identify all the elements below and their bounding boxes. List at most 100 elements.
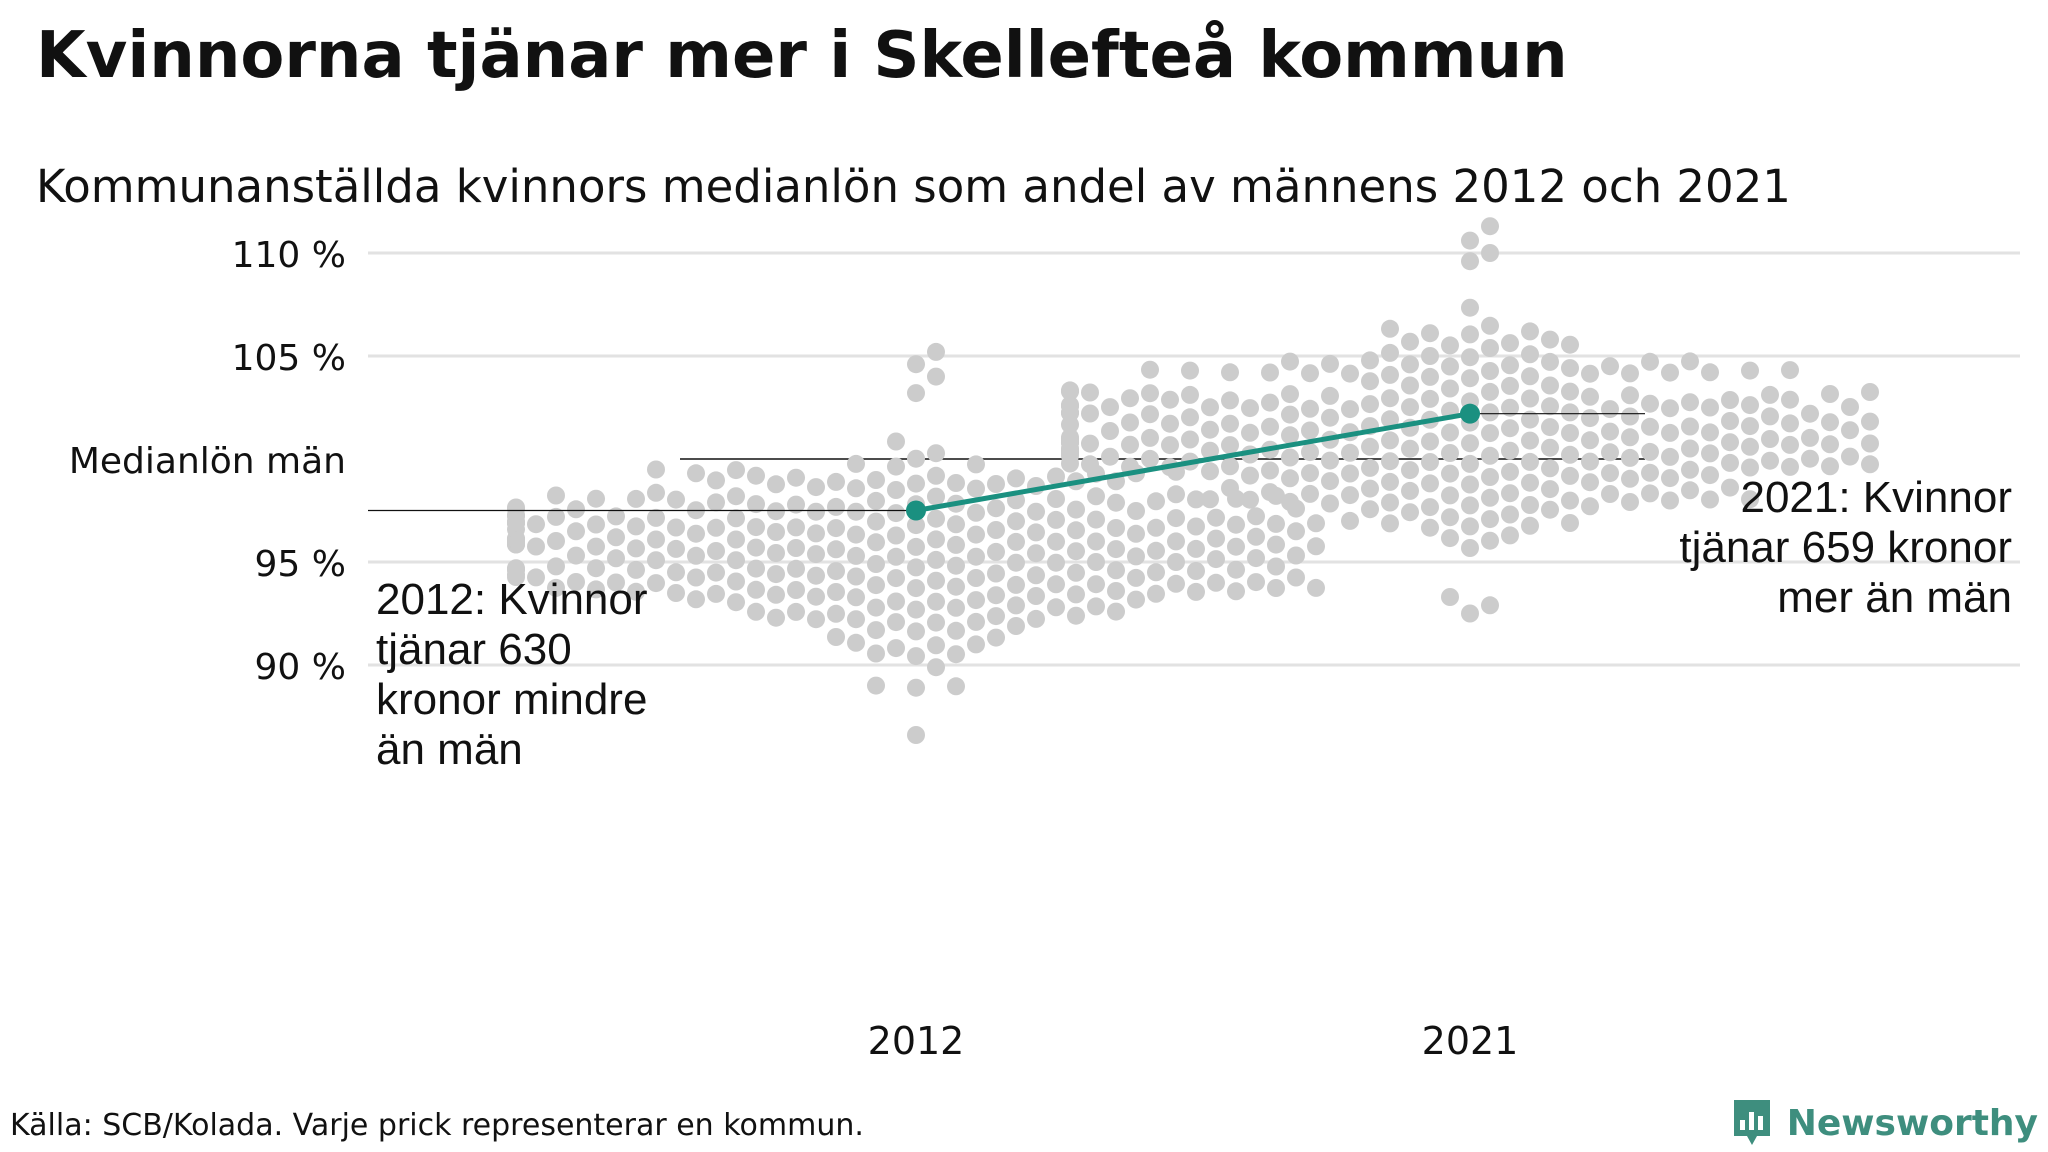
municipality-dot: [1501, 398, 1519, 417]
municipality-dot: [1141, 360, 1159, 379]
municipality-dot: [1481, 217, 1499, 236]
municipality-dot: [1641, 417, 1659, 436]
municipality-dot: [827, 540, 845, 559]
highlight-line: [915, 411, 1471, 513]
municipality-dot: [1007, 532, 1025, 551]
municipality-dot: [727, 461, 745, 480]
municipality-dot: [1501, 441, 1519, 460]
municipality-dot: [987, 499, 1005, 518]
municipality-dot: [947, 577, 965, 596]
municipality-dot: [1247, 549, 1265, 568]
municipality-dot: [1107, 582, 1125, 600]
municipality-dot: [567, 546, 585, 565]
municipality-dot: [1201, 441, 1219, 460]
municipality-dot: [1141, 384, 1159, 403]
municipality-dot: [1401, 481, 1419, 500]
y-tick-label: 105 %: [232, 338, 346, 379]
brand-logo: Newsworthy: [1731, 1098, 2038, 1148]
municipality-dot: [1561, 514, 1579, 532]
municipality-dot: [1301, 443, 1319, 462]
municipality-dot: [587, 537, 605, 556]
municipality-dot: [1027, 609, 1045, 628]
municipality-dot: [1421, 453, 1439, 471]
municipality-dot: [1127, 590, 1145, 609]
municipality-dot: [1721, 453, 1739, 472]
municipality-dot: [767, 502, 785, 521]
municipality-dot: [1127, 524, 1145, 543]
municipality-dot: [607, 528, 625, 547]
municipality-dot: [687, 590, 705, 609]
municipality-dot: [1381, 452, 1399, 471]
municipality-dot: [1147, 563, 1165, 582]
municipality-dot: [1141, 405, 1159, 424]
municipality-dot: [967, 525, 985, 544]
municipality-dot: [1121, 413, 1139, 432]
municipality-dot: [987, 542, 1005, 561]
municipality-dot: [667, 563, 685, 582]
municipality-dot: [1247, 573, 1265, 592]
municipality-dot: [1207, 529, 1225, 548]
annotation-text: mer än män: [1777, 573, 2012, 622]
municipality-dot: [1481, 531, 1499, 550]
municipality-dot: [1321, 451, 1339, 470]
municipality-dot: [1701, 398, 1719, 417]
municipality-dot: [1481, 362, 1499, 380]
municipality-dot: [707, 542, 725, 560]
municipality-dot: [1701, 444, 1719, 463]
municipality-dot: [1281, 448, 1299, 467]
municipality-dot: [1461, 517, 1479, 536]
municipality-dot: [787, 581, 805, 599]
municipality-dot: [1081, 434, 1099, 453]
municipality-dot: [1501, 526, 1519, 545]
municipality-dot: [1841, 421, 1859, 440]
municipality-dot: [787, 539, 805, 557]
municipality-dot: [827, 562, 845, 581]
municipality-dot: [907, 678, 925, 697]
municipality-dot: [1007, 553, 1025, 572]
municipality-dot: [1007, 469, 1025, 488]
municipality-dot: [1047, 490, 1065, 508]
municipality-dot: [1027, 502, 1045, 521]
municipality-dot: [1221, 363, 1239, 382]
municipality-dot: [1027, 523, 1045, 542]
municipality-dot: [1761, 451, 1779, 470]
municipality-dot: [1641, 442, 1659, 461]
municipality-dot: [987, 475, 1005, 493]
municipality-dot: [587, 515, 605, 534]
municipality-dot: [647, 574, 665, 593]
municipality-dot: [787, 518, 805, 537]
municipality-dot: [1161, 436, 1179, 455]
municipality-dot: [927, 487, 945, 506]
municipality-dot: [1501, 356, 1519, 375]
municipality-dot: [887, 592, 905, 611]
municipality-dot: [1281, 405, 1299, 424]
municipality-dot: [1241, 423, 1259, 442]
municipality-dot: [1061, 428, 1079, 447]
municipality-dot: [1461, 325, 1479, 344]
municipality-dot: [1741, 458, 1759, 477]
municipality-dot: [1167, 532, 1185, 551]
municipality-dot: [847, 502, 865, 521]
municipality-dot: [847, 610, 865, 629]
municipality-dot: [1227, 560, 1245, 579]
municipality-dot: [1221, 436, 1239, 455]
municipality-dot: [927, 592, 945, 611]
municipality-dot: [1561, 359, 1579, 378]
municipality-dot: [1421, 474, 1439, 493]
municipality-dot: [627, 539, 645, 558]
municipality-dot: [1147, 518, 1165, 537]
municipality-dot: [1047, 598, 1065, 617]
municipality-dot: [667, 518, 685, 537]
municipality-dot: [1047, 553, 1065, 572]
municipality-dot: [867, 555, 885, 573]
municipality-dot: [1401, 332, 1419, 351]
municipality-dot: [1341, 400, 1359, 419]
municipality-dot: [1721, 478, 1739, 497]
municipality-dot: [1181, 408, 1199, 427]
municipality-dot: [927, 367, 945, 386]
municipality-dot: [1067, 563, 1085, 582]
municipality-dot: [1141, 428, 1159, 447]
municipality-dot: [1681, 417, 1699, 436]
municipality-dot: [1841, 398, 1859, 416]
municipality-dot: [727, 530, 745, 549]
